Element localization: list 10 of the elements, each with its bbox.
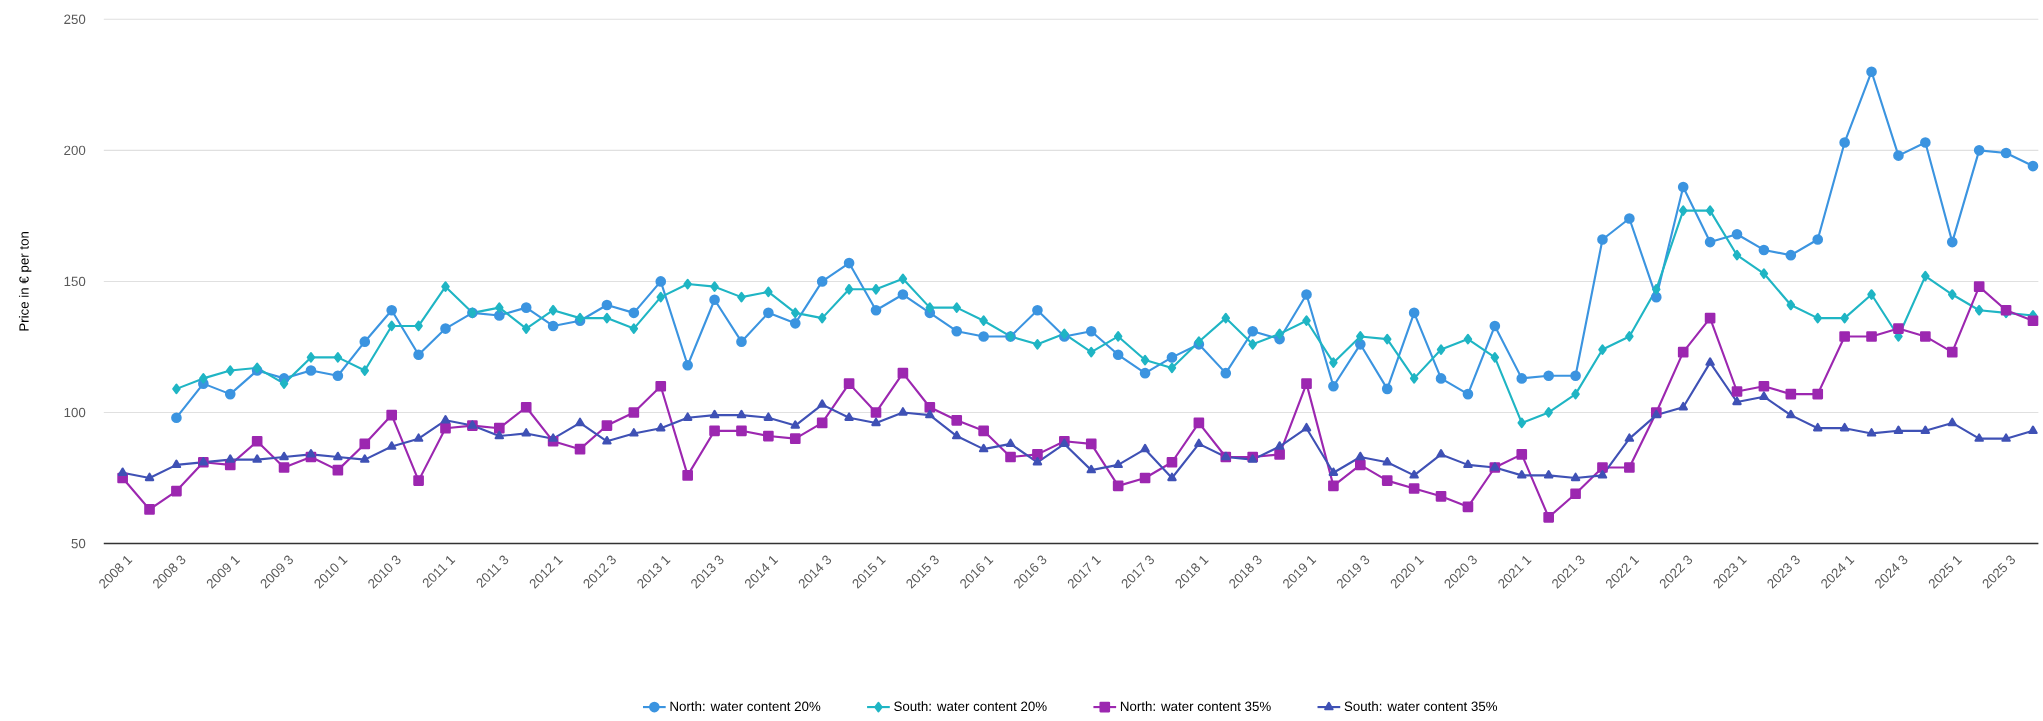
legend-label: South: water content 35% (1344, 701, 1498, 711)
y-tick-label: 50 (71, 538, 86, 549)
legend-label: North: water content 20% (670, 701, 821, 711)
legend-label: South: water content 20% (894, 701, 1047, 711)
y-axis-title: Price in € per ton (18, 231, 32, 331)
y-tick-label: 250 (64, 14, 86, 24)
legend-label: North: water content 35% (1120, 701, 1271, 711)
y-tick-label: 150 (64, 276, 86, 287)
y-tick-label: 100 (64, 407, 86, 418)
y-tick-label: 200 (64, 145, 86, 155)
